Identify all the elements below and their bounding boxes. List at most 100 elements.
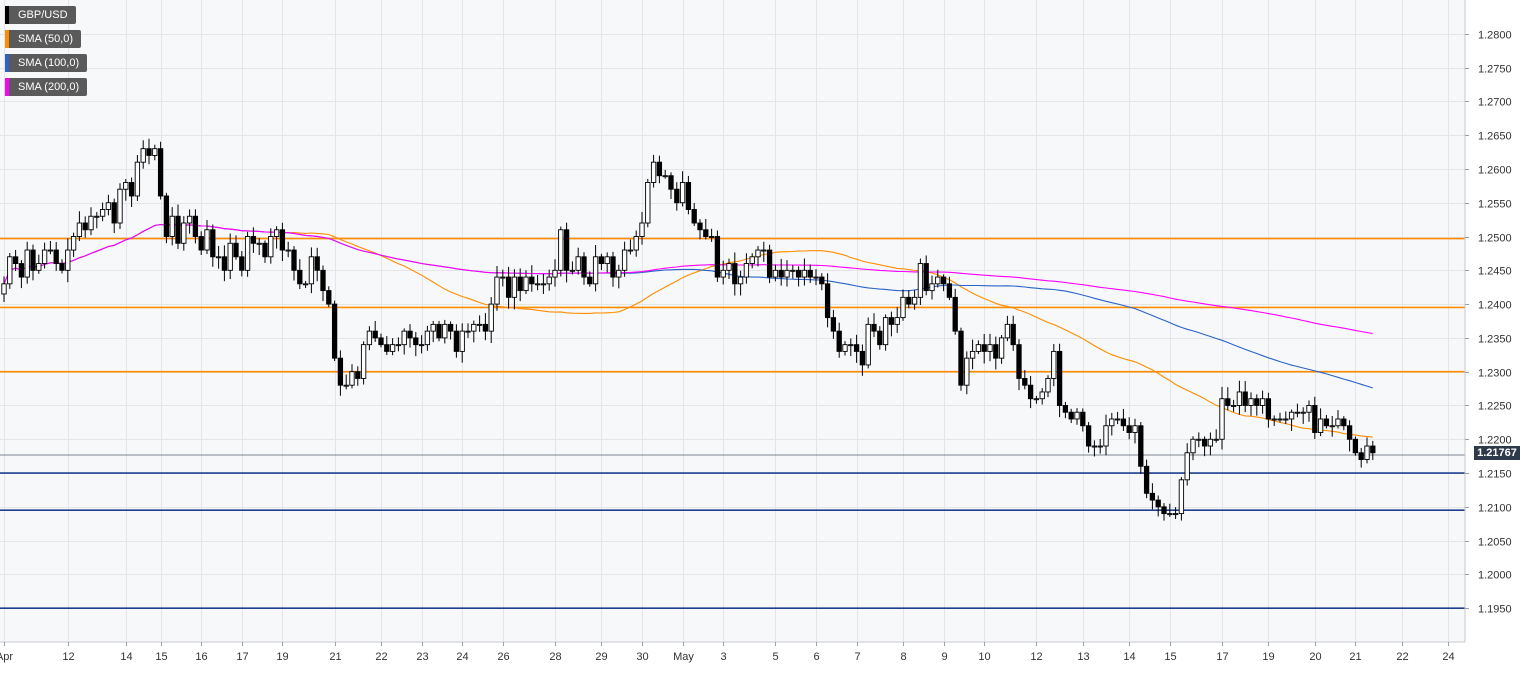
candle-body [859,350,866,366]
candle-body [778,269,784,278]
candle [233,235,239,260]
candle-body [906,296,912,305]
candle [708,228,715,242]
candle [76,211,83,242]
candle-body [604,256,610,265]
x-tick-label: 5 [772,651,778,663]
candle-body [459,330,465,352]
candle-body [505,276,512,298]
y-tick-label: 1.2350 [1478,334,1512,346]
candle [7,253,13,289]
candle-body [517,276,523,292]
candle [952,288,958,335]
candle [830,309,837,339]
candle-body [720,269,726,278]
candle-body [1080,411,1086,427]
candle [1236,380,1243,415]
candle-body [732,263,738,285]
candle-body [511,276,518,298]
candle-body [801,269,808,278]
candle [413,331,419,357]
candle [923,255,929,296]
candle [772,264,779,282]
legend-label-price: GBP/USD [18,9,68,21]
candle [331,300,338,362]
candle [326,286,332,308]
candle [633,230,639,257]
candle [1300,407,1306,424]
candle-body [1097,445,1103,448]
candle [755,246,761,267]
candle-body [1236,391,1243,406]
candle [482,313,489,341]
candle [1271,415,1277,426]
candle-body [540,283,547,286]
candle [1097,438,1103,454]
candle-body [668,175,674,190]
candle-body [650,161,657,183]
candle [1022,370,1028,390]
candle-body [784,269,790,278]
legend-sma-50[interactable]: SMA (50,0) [5,30,82,48]
candle [592,245,599,292]
candle-body [65,249,71,271]
candle [639,211,645,245]
candle [192,209,199,244]
candle-body [128,182,135,197]
candle [1138,422,1144,474]
candle-body [447,323,454,332]
candle-body [442,323,448,339]
candle-body [1242,391,1248,406]
candle [1109,412,1115,436]
candle [1196,432,1202,448]
candle-body [807,269,813,278]
candle [1010,315,1016,351]
candle-body [465,330,471,333]
candle [691,203,697,227]
candle [679,171,686,207]
candle [1,276,7,302]
x-tick-label: 16 [195,651,207,663]
legend-sma-200[interactable]: SMA (200,0) [5,78,88,96]
candle [1172,507,1179,519]
candle [720,260,726,285]
candle [1178,477,1185,521]
legend-sma-100[interactable]: SMA (100,0) [5,54,88,72]
candle-body [998,337,1005,359]
candle [1329,415,1335,437]
x-tick-label: 13 [1077,651,1089,663]
candle-body [1114,418,1121,421]
candle-body [523,276,529,292]
candle-body [262,242,268,258]
candle-body [302,283,309,286]
candle-body [94,215,100,218]
candle [1213,429,1219,443]
candle [517,268,523,302]
support-resistance-levels [0,237,1465,610]
candle-body [250,236,257,244]
candle-body [1364,445,1370,460]
candle [320,265,326,302]
candle-body [1329,425,1335,428]
candle-body [204,229,210,251]
moving-averages [3,223,1373,438]
candle [697,219,703,240]
candle [204,220,210,254]
candle-body [1074,411,1080,420]
candle [900,289,906,321]
candle [964,351,970,395]
x-tick-label: 9 [941,651,947,663]
candle [395,337,402,352]
candle [871,313,877,338]
y-tick-label: 1.2200 [1478,435,1512,447]
y-tick-label: 1.2050 [1478,537,1512,549]
legend-symbol[interactable]: GBP/USD [5,6,76,24]
legend-label-sma-200: SMA (200,0) [18,81,80,93]
x-tick-label: 17 [236,651,248,663]
candle [134,155,141,201]
candle [1051,344,1057,387]
candle [621,241,628,277]
candle [99,202,106,222]
